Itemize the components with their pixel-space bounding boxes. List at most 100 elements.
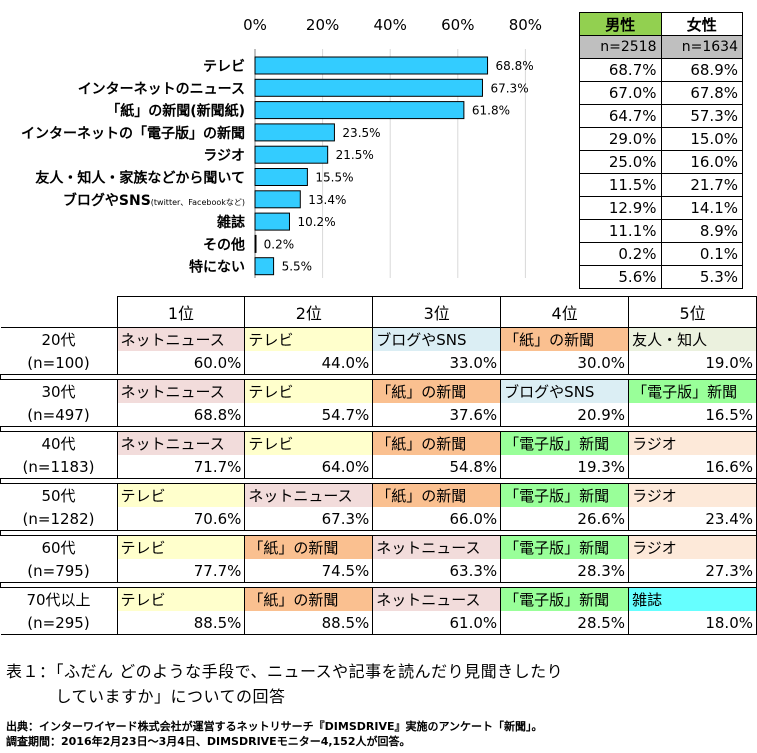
- rank-header-cell: 1位: [116, 296, 246, 328]
- rank-header-row: 1位 2位 3位 4位 5位: [0, 296, 757, 328]
- row-separator: [0, 530, 757, 536]
- age-group-n: (n=1183): [0, 455, 118, 479]
- separator-cell: [0, 426, 757, 432]
- rank-header-cell: 5位: [628, 296, 757, 328]
- age-group-label: 60代: [0, 535, 118, 559]
- gender-row: 67.0% 67.8%: [579, 81, 743, 105]
- rank-header-cell: 2位: [244, 296, 374, 328]
- rank-item-value: 67.3%: [244, 507, 374, 531]
- gender-pct-cell: 11.1%: [579, 219, 662, 243]
- gender-pct-cell: 5.6%: [579, 265, 662, 289]
- rank-item-label: 「紙」の新聞: [372, 379, 502, 403]
- gender-pct-cell: 12.9%: [579, 196, 662, 220]
- rank-item-value: 27.3%: [628, 559, 757, 583]
- gender-pct-cell: 5.3%: [660, 265, 743, 289]
- bar-value-label: 13.4%: [308, 193, 346, 207]
- rank-item-label: テレビ: [116, 535, 246, 559]
- caption-line-2: していますか」についての回答: [6, 687, 286, 706]
- x-tick-label: 40%: [374, 16, 407, 34]
- x-tick-label: 60%: [441, 16, 474, 34]
- rank-item-value: 28.3%: [500, 559, 630, 583]
- category-label: インターネットのニュース: [78, 81, 245, 97]
- age-row-labels: 60代 テレビ 「紙」の新聞 ネットニュース 「電子版」新聞 ラジオ: [0, 535, 757, 559]
- rank-item-label: テレビ: [244, 431, 374, 455]
- gender-pct-cell: 67.8%: [660, 81, 743, 105]
- separator-cell: [0, 582, 757, 588]
- gender-pct-cell: 8.9%: [660, 219, 743, 243]
- bar-value-label: 67.3%: [490, 81, 528, 95]
- rank-item-label: ネットニュース: [116, 431, 246, 455]
- category-label: ラジオ: [203, 148, 245, 164]
- category-label: ブログやSNS(twitter、Facebookなど): [63, 192, 245, 209]
- x-tick-label: 80%: [509, 16, 542, 34]
- age-row-labels: 50代 テレビ ネットニュース 「紙」の新聞 「電子版」新聞 ラジオ: [0, 483, 757, 507]
- gender-n-cell: n=2518: [579, 35, 662, 59]
- rank-item-value: 71.7%: [116, 455, 246, 479]
- rank-item-label: ラジオ: [628, 483, 757, 507]
- age-row-labels: 20代 ネットニュース テレビ ブログやSNS 「紙」の新聞 友人・知人: [0, 327, 757, 351]
- rank-item-value: 20.9%: [500, 403, 630, 427]
- age-row-values: (n=795) 77.7% 74.5% 63.3% 28.3% 27.3%: [0, 559, 757, 583]
- rank-item-value: 16.5%: [628, 403, 757, 427]
- rank-item-label: 雑誌: [628, 587, 757, 611]
- rank-item-value: 88.5%: [244, 611, 374, 635]
- age-group-label: 20代: [0, 327, 118, 351]
- bar-value-label: 61.8%: [472, 104, 510, 118]
- rank-item-label: ラジオ: [628, 535, 757, 559]
- gender-row: 25.0% 16.0%: [579, 150, 743, 174]
- bar: [254, 190, 301, 209]
- age-group-label: 40代: [0, 431, 118, 455]
- rank-item-value: 66.0%: [372, 507, 502, 531]
- bar-value-label: 23.5%: [342, 126, 380, 140]
- rank-item-label: 「紙」の新聞: [500, 327, 630, 351]
- bar-value-label: 0.2%: [264, 237, 295, 251]
- bar: [254, 234, 257, 253]
- gender-pct-cell: 29.0%: [579, 127, 662, 151]
- row-separator: [0, 582, 757, 588]
- gender-row: 11.1% 8.9%: [579, 219, 743, 243]
- bar: [254, 78, 483, 97]
- category-label: インターネットの「電子版」の新聞: [21, 125, 245, 142]
- rank-item-label: 友人・知人: [628, 327, 757, 351]
- separator-cell: [0, 374, 757, 380]
- bar-value-label: 21.5%: [336, 148, 374, 162]
- rank-item-label: 「電子版」新聞: [500, 535, 630, 559]
- gender-pct-cell: 0.2%: [579, 242, 662, 266]
- gender-header-cell: 男性: [579, 12, 662, 36]
- rank-item-value: 63.3%: [372, 559, 502, 583]
- corner-cell: [0, 296, 118, 328]
- gender-pct-cell: 16.0%: [660, 150, 743, 174]
- source-line-2: 調査期間：2016年2月23日～3月4日、DIMSDRIVEモニター4,152人…: [6, 735, 411, 748]
- rank-item-value: 74.5%: [244, 559, 374, 583]
- age-group-n: (n=100): [0, 351, 118, 375]
- rank-header-cell: 4位: [500, 296, 630, 328]
- gender-row: 5.6% 5.3%: [579, 265, 743, 289]
- gender-table: 男性 女性 n=2518 n=1634 68.7% 68.9% 67.0% 67.8% 64.7…: [579, 12, 743, 289]
- category-label: 友人・知人・家族などから聞いて: [35, 170, 245, 187]
- rank-item-value: 37.6%: [372, 403, 502, 427]
- gender-row: 68.7% 68.9%: [579, 58, 743, 82]
- rank-item-value: 61.0%: [372, 611, 502, 635]
- row-separator: [0, 426, 757, 432]
- caption-line-1: 表１：「ふだん どのような手段で、ニュースや記事を読んだり見聞きしたり: [6, 662, 564, 681]
- source-note: 出典：インターワイヤード株式会社が運営するネットリサーチ『DIMSDRIVE』実…: [6, 719, 543, 749]
- gender-pct-cell: 14.1%: [660, 196, 743, 220]
- table-caption: 表１：「ふだん どのような手段で、ニュースや記事を読んだり見聞きしたり していま…: [6, 659, 563, 709]
- rank-item-label: ネットニュース: [372, 535, 502, 559]
- rank-item-value: 16.6%: [628, 455, 757, 479]
- age-group-label: 50代: [0, 483, 118, 507]
- gender-pct-cell: 15.0%: [660, 127, 743, 151]
- rank-item-label: テレビ: [244, 379, 374, 403]
- row-separator: [0, 478, 757, 484]
- rank-item-value: 54.8%: [372, 455, 502, 479]
- rank-item-label: ブログやSNS: [372, 327, 502, 351]
- rank-item-label: ネットニュース: [116, 379, 246, 403]
- age-row-values: (n=295) 88.5% 88.5% 61.0% 28.5% 18.0%: [0, 611, 757, 635]
- rank-item-label: 「紙」の新聞: [244, 587, 374, 611]
- age-group-n: (n=497): [0, 403, 118, 427]
- rank-item-value: 64.0%: [244, 455, 374, 479]
- bar: [254, 257, 275, 276]
- gender-row: 12.9% 14.1%: [579, 196, 743, 220]
- rank-item-value: 88.5%: [116, 611, 246, 635]
- rank-item-value: 19.3%: [500, 455, 630, 479]
